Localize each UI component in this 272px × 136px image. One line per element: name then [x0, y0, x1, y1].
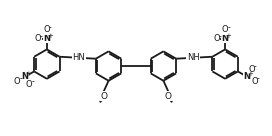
Text: O: O — [222, 25, 228, 34]
Text: -: - — [19, 74, 22, 83]
Text: +: + — [248, 71, 254, 77]
Text: HN: HN — [72, 53, 85, 62]
Text: -: - — [227, 23, 230, 32]
Text: -: - — [254, 62, 256, 71]
Text: O: O — [14, 77, 20, 86]
Text: O: O — [213, 34, 220, 43]
Text: N: N — [21, 72, 28, 81]
Text: +: + — [25, 71, 31, 77]
Text: -: - — [31, 78, 34, 86]
Text: O: O — [248, 65, 255, 74]
Text: +: + — [47, 33, 53, 39]
Text: O: O — [165, 92, 172, 101]
Text: O: O — [252, 77, 258, 86]
Text: O: O — [35, 34, 41, 43]
Text: O: O — [44, 25, 50, 34]
Text: -: - — [257, 74, 260, 83]
Text: -: - — [218, 32, 221, 41]
Text: O: O — [100, 92, 107, 101]
Text: NH: NH — [187, 53, 200, 62]
Text: -: - — [49, 23, 52, 32]
Text: N: N — [222, 34, 229, 43]
Text: +: + — [226, 33, 231, 39]
Text: N: N — [244, 72, 251, 81]
Text: -: - — [40, 32, 43, 41]
Text: O: O — [26, 80, 33, 89]
Text: N: N — [43, 34, 50, 43]
